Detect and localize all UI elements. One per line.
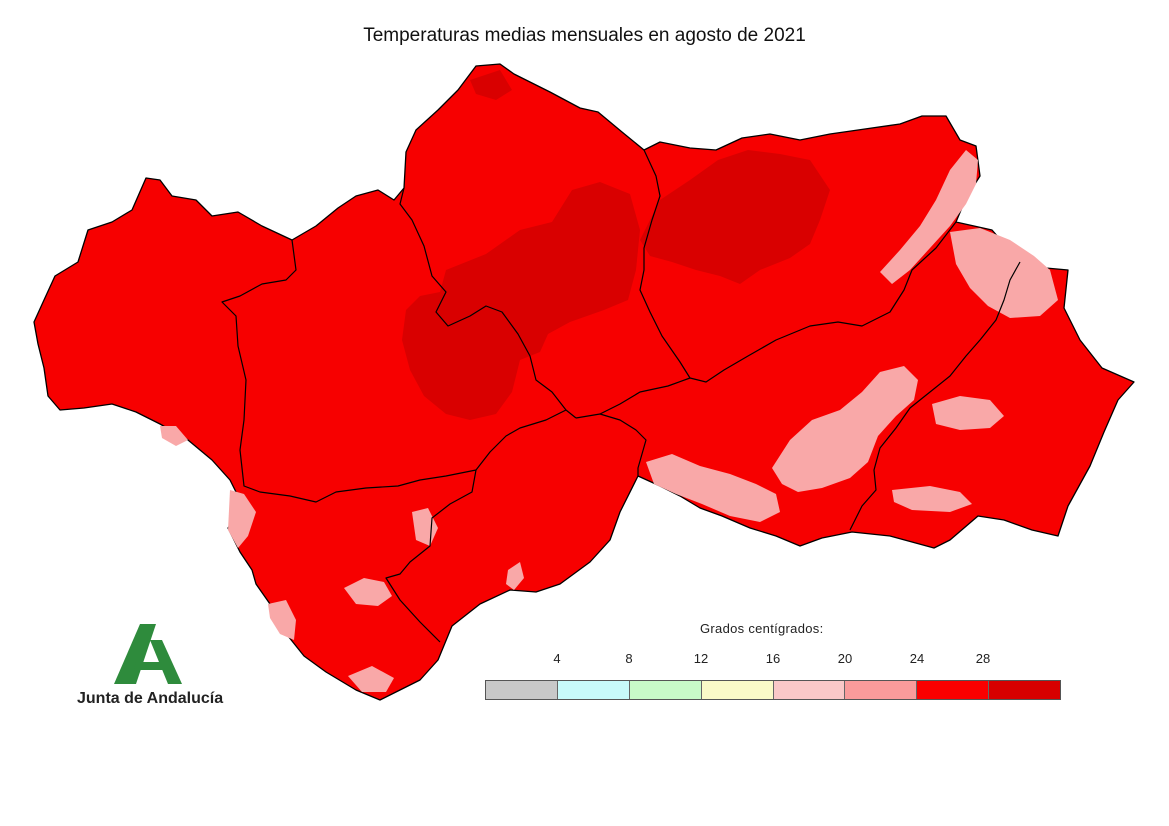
map-title: Temperaturas medias mensuales en agosto … (363, 25, 806, 46)
legend-swatch (557, 681, 630, 699)
cool-zone-ronda (412, 508, 438, 546)
cool-zone-almeria-south (892, 486, 972, 512)
legend-color-bar (485, 680, 1061, 700)
cool-zone-cadiz-coast (228, 490, 256, 548)
logo-text: Junta de Andalucía (77, 690, 224, 707)
cool-zone-cazorla (880, 150, 978, 284)
cool-zone-sierra-nevada (772, 366, 918, 492)
andalusia-region (33, 63, 1135, 701)
cool-zone-cadiz-south (268, 600, 296, 640)
cool-zone-almeria (932, 396, 1004, 430)
cool-zone-malaga (506, 562, 524, 590)
legend-swatch (701, 681, 774, 699)
warm-zone-north (470, 70, 512, 100)
legend-tick: 8 (625, 651, 633, 666)
logo-arch-left (114, 624, 156, 684)
legend-swatch (917, 681, 990, 699)
legend-swatch (629, 681, 702, 699)
junta-andalucia-logo (114, 624, 182, 684)
legend-tick: 24 (909, 651, 925, 666)
warm-zone-guadalquivir (402, 182, 640, 420)
cool-zone-coast-granada (646, 454, 780, 522)
legend-swatch (845, 681, 918, 699)
legend-swatch (773, 681, 846, 699)
legend-swatch (989, 681, 1060, 699)
legend-tick: 12 (693, 651, 709, 666)
warm-zone-jaen (640, 150, 830, 284)
legend-title: Grados centígrados: (700, 621, 824, 636)
cool-zone-grazalema (344, 578, 392, 606)
legend-swatch (486, 681, 558, 699)
cool-zone-tarifa (348, 666, 394, 692)
logo-bar (134, 662, 170, 670)
cool-zone-huelva-coast (160, 426, 188, 446)
legend-tick: 4 (553, 651, 561, 666)
province-borders (221, 149, 1021, 643)
cool-zone-east-highlands (950, 228, 1058, 318)
legend-tick: 16 (765, 651, 781, 666)
legend-tick: 28 (975, 651, 991, 666)
legend-tick: 20 (837, 651, 853, 666)
